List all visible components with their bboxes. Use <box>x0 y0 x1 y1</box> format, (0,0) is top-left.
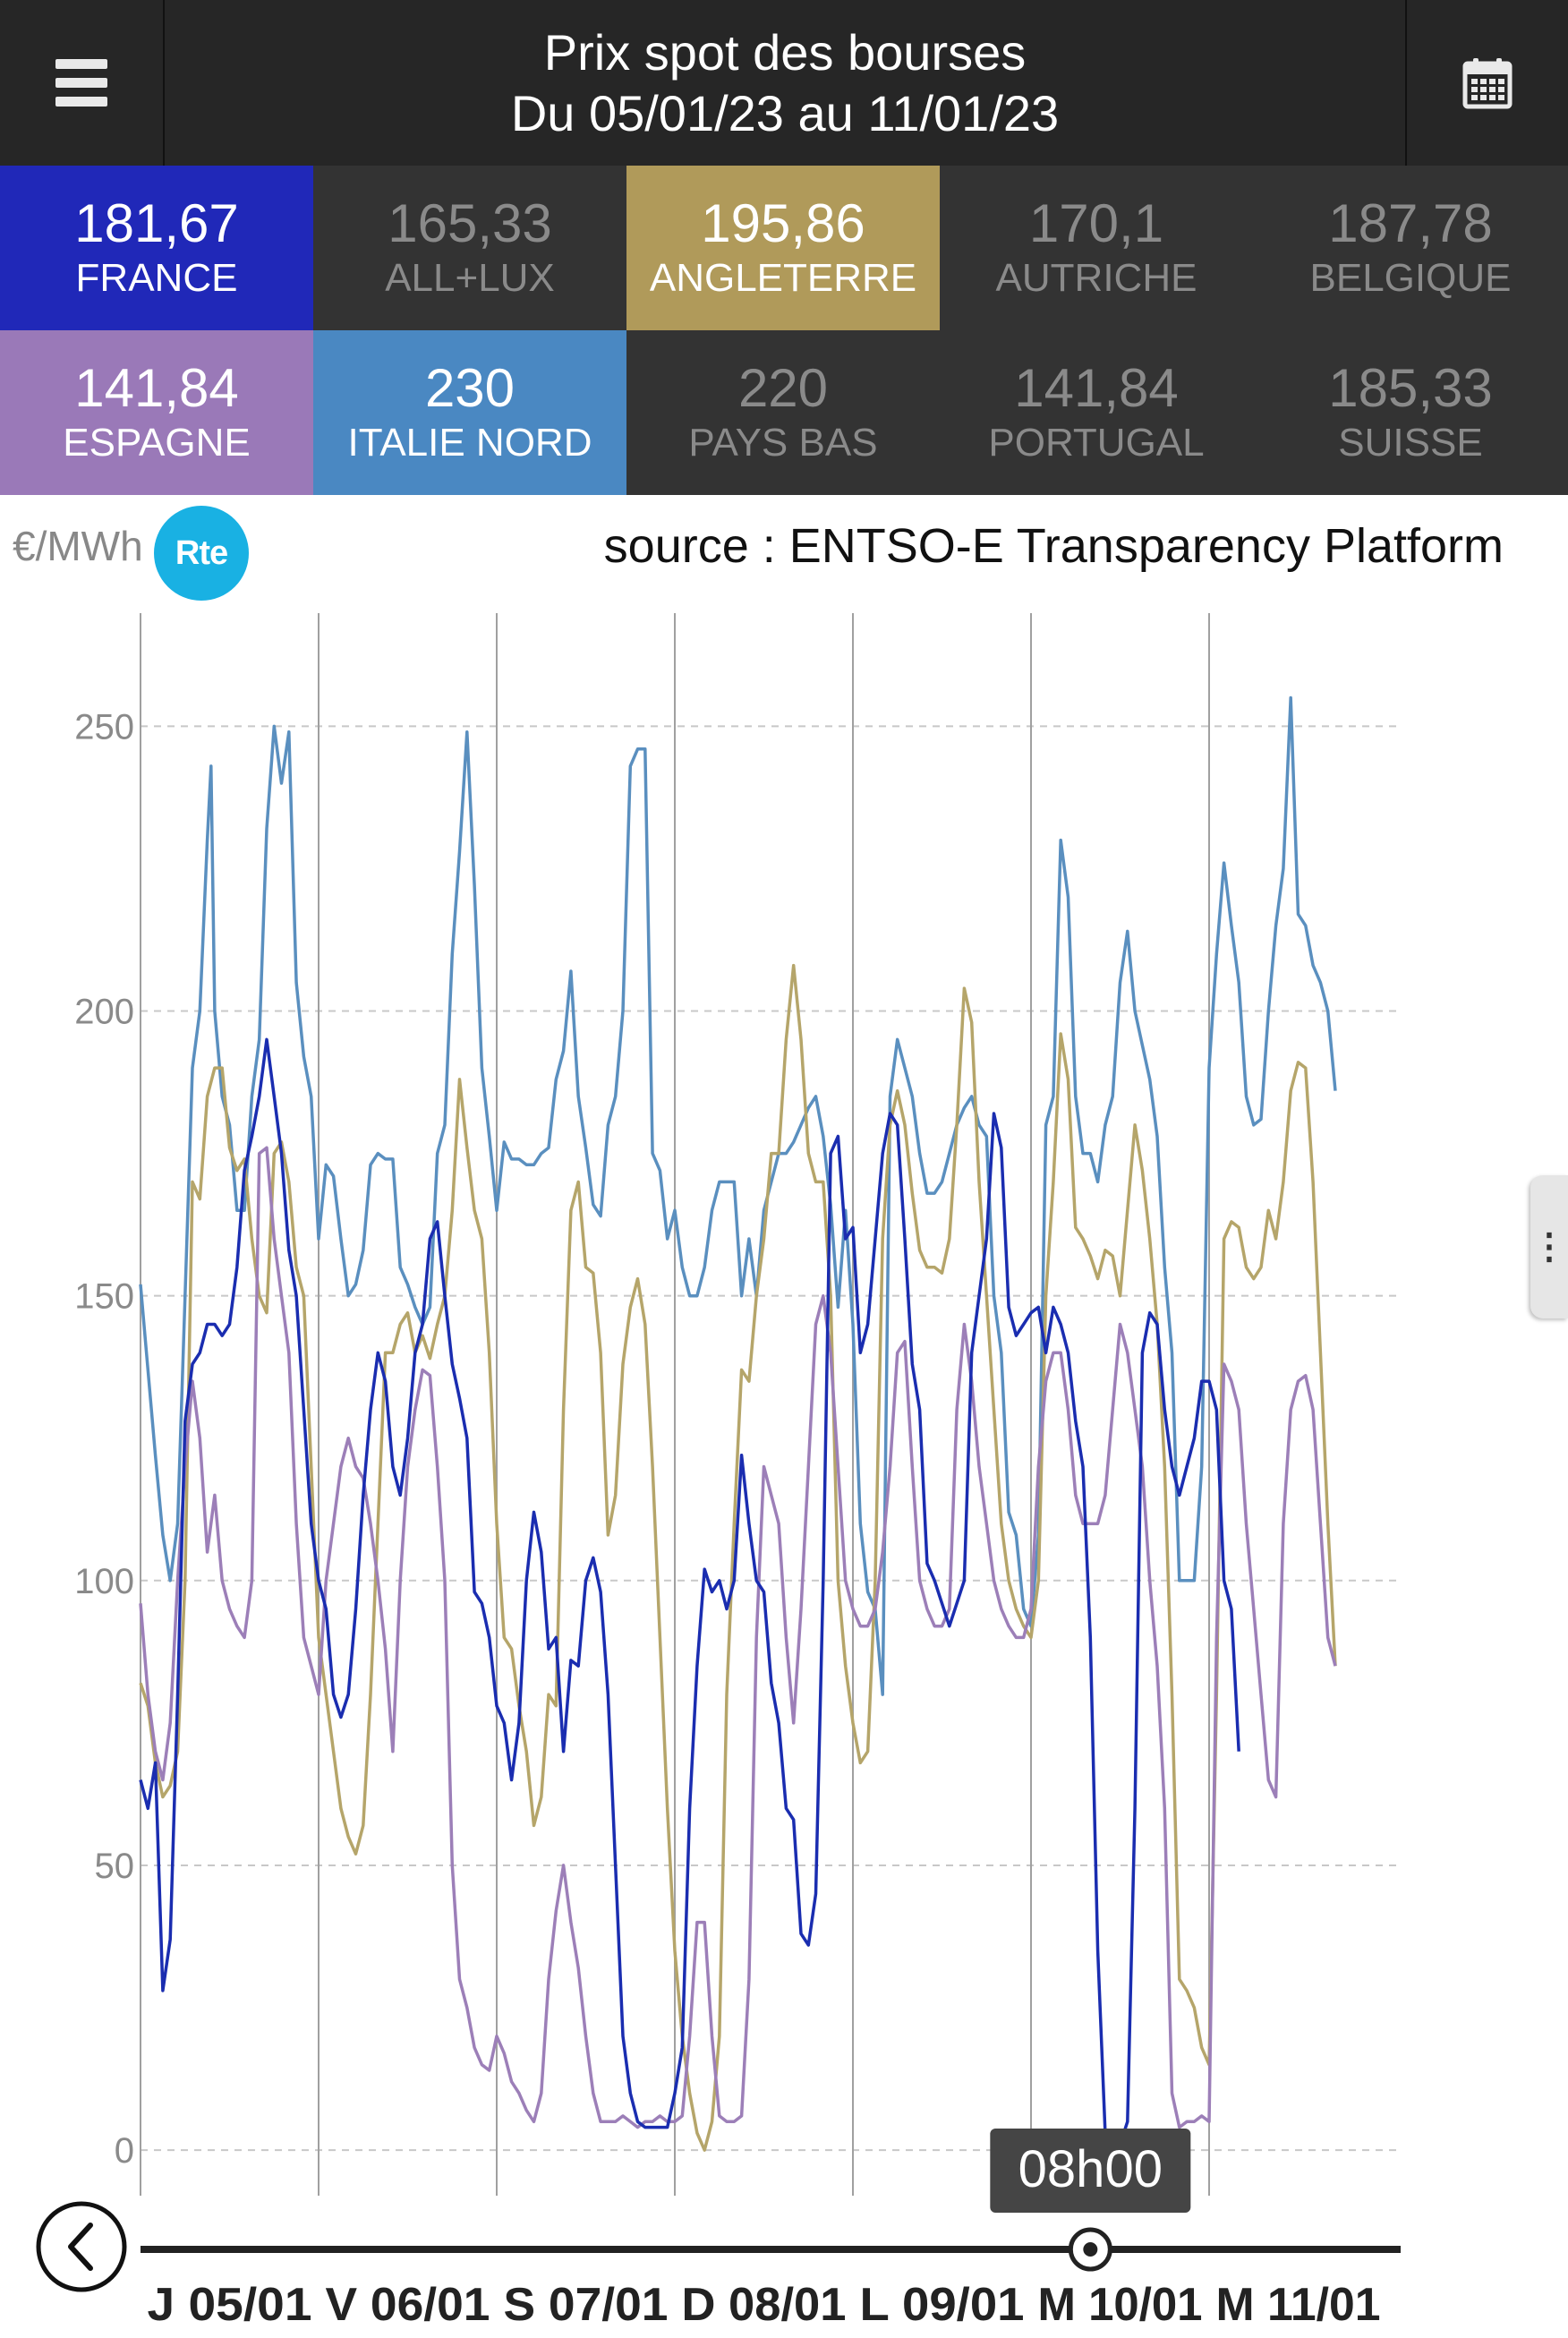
series-line-espagne <box>139 1146 1337 2129</box>
x-day-label: J 05/01 <box>148 2279 312 2331</box>
market-tiles: 181,67 FRANCE 165,33 ALL+LUX 195,86 ANGLETE… <box>0 166 1568 495</box>
y-tick-label: 200 <box>74 993 134 1032</box>
tile-value: 195,86 <box>701 193 865 253</box>
source-label: source : ENTSO-E Transparency Platform <box>603 519 1504 573</box>
tile-suisse[interactable]: 185,33 SUISSE <box>1253 330 1568 495</box>
y-tick-label: 50 <box>95 1847 135 1886</box>
title-line-1: Prix spot des bourses <box>543 23 1027 81</box>
tile-value: 185,33 <box>1328 358 1493 418</box>
tile-name: ITALIE NORD <box>347 421 592 465</box>
tile-name: ESPAGNE <box>63 421 251 465</box>
menu-button[interactable] <box>0 0 165 166</box>
page-title: Prix spot des bourses Du 05/01/23 au 11/… <box>165 0 1405 166</box>
x-day-label: S 07/01 <box>504 2279 669 2331</box>
vertical-dots-icon: ⋮ <box>1531 1227 1567 1267</box>
x-day-label: M 10/01 <box>1038 2279 1203 2331</box>
chevron-left-icon <box>68 2223 93 2271</box>
y-tick-label: 150 <box>74 1277 134 1317</box>
tile-value: 165,33 <box>388 193 552 253</box>
calendar-button[interactable] <box>1405 0 1568 166</box>
x-day-label: L 09/01 <box>860 2279 1025 2331</box>
app-header: Prix spot des bourses Du 05/01/23 au 11/… <box>0 0 1568 166</box>
tile-name: ANGLETERRE <box>649 256 917 300</box>
tile-pays-bas[interactable]: 220 PAYS BAS <box>626 330 940 495</box>
tile-france[interactable]: 181,67 FRANCE <box>0 166 313 330</box>
tile-name: PORTUGAL <box>988 421 1205 465</box>
back-button[interactable] <box>36 2201 127 2292</box>
tile-value: 181,67 <box>74 193 239 253</box>
chart-caption-row: €/MWh source : ENTSO-E Transparency Plat… <box>0 495 1568 602</box>
tile-value: 187,78 <box>1328 193 1493 253</box>
series-line-france <box>139 1037 1240 2146</box>
tile-name: PAYS BAS <box>688 421 878 465</box>
tile-name: BELGIQUE <box>1309 256 1512 300</box>
unit-label: €/MWh <box>13 523 143 569</box>
rte-logo-text: Rte <box>175 533 228 572</box>
y-tick-label: 0 <box>115 2131 134 2171</box>
tile-value: 141,84 <box>74 358 239 418</box>
y-tick-label: 250 <box>74 707 134 747</box>
rte-logo: Rte <box>154 506 249 601</box>
hamburger-menu-icon <box>55 58 107 107</box>
y-tick-label: 100 <box>74 1562 134 1601</box>
tile-name: ALL+LUX <box>385 256 555 300</box>
tile-belgique[interactable]: 187,78 BELGIQUE <box>1253 166 1568 330</box>
side-panel-handle[interactable]: ⋮ <box>1530 1175 1568 1318</box>
time-cursor[interactable]: 08h00 <box>990 2129 1191 2272</box>
x-day-label: V 06/01 <box>326 2279 490 2331</box>
tile-name: FRANCE <box>75 256 238 300</box>
chart-series <box>139 695 1337 2152</box>
tile-value: 141,84 <box>1014 358 1179 418</box>
tile-name: SUISSE <box>1338 421 1483 465</box>
title-date-range: Du 05/01/23 au 11/01/23 <box>510 84 1060 141</box>
x-day-label: D 08/01 <box>682 2279 847 2331</box>
calendar-icon <box>1462 57 1513 108</box>
tile-portugal[interactable]: 141,84 PORTUGAL <box>940 330 1253 495</box>
x-day-label: M 11/01 <box>1216 2279 1381 2331</box>
tile-italie-nord[interactable]: 230 ITALIE NORD <box>313 330 626 495</box>
cursor-knob-dot <box>1083 2242 1098 2257</box>
tile-value: 220 <box>737 358 829 418</box>
series-line-angleterre <box>139 963 1337 2152</box>
tile-espagne[interactable]: 141,84 ESPAGNE <box>0 330 313 495</box>
cursor-time-label: 08h00 <box>1018 2140 1163 2198</box>
tile-autriche[interactable]: 170,1 AUTRICHE <box>940 166 1253 330</box>
cursor-tooltip <box>990 2129 1191 2213</box>
tile-value: 230 <box>424 358 516 418</box>
chart-x-axis: J 05/01 V 06/01 S 07/01 D 08/01 L 09/01 M 10/… <box>141 2246 1401 2331</box>
tile-all-lux[interactable]: 165,33 ALL+LUX <box>313 166 626 330</box>
series-line-italie-nord <box>139 695 1337 1696</box>
price-chart: 0 50 100 150 200 250 J 05/01 V 06/01 S 07/01 D 0… <box>36 613 1401 2331</box>
tile-value: 170,1 <box>1028 193 1164 253</box>
tile-name: AUTRICHE <box>995 256 1197 300</box>
tile-angleterre[interactable]: 195,86 ANGLETERRE <box>626 166 940 330</box>
